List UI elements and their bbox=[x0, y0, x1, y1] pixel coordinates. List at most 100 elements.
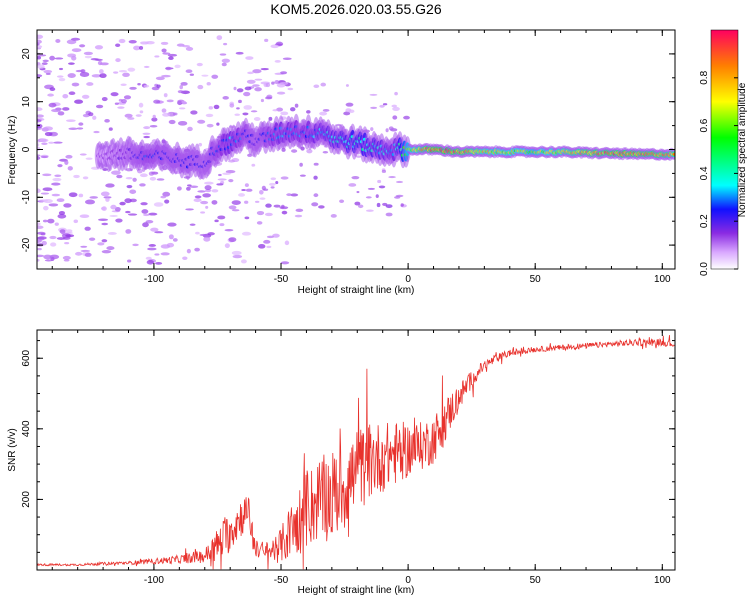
speckle bbox=[240, 259, 247, 264]
speckle bbox=[143, 65, 150, 68]
speckle bbox=[256, 210, 265, 216]
chart-title: KOM5.2026.020.03.55.G26 bbox=[270, 1, 441, 17]
speckle bbox=[269, 182, 276, 186]
speckle bbox=[197, 119, 206, 124]
speckle bbox=[149, 176, 157, 181]
colorbar-tick-label: 0.8 bbox=[699, 70, 710, 84]
speckle bbox=[241, 231, 252, 236]
speckle bbox=[113, 71, 119, 74]
speckle bbox=[141, 209, 149, 214]
speckle bbox=[200, 211, 206, 214]
speckle bbox=[294, 214, 303, 218]
speckle bbox=[51, 108, 61, 113]
speckle bbox=[84, 226, 91, 231]
colorbar-tick-label: 0.0 bbox=[699, 262, 710, 276]
speckle bbox=[244, 86, 252, 91]
speckle bbox=[253, 117, 261, 122]
speckle bbox=[57, 111, 65, 116]
speckle bbox=[182, 45, 191, 48]
speckle bbox=[67, 166, 73, 171]
speckle bbox=[281, 210, 288, 215]
x-tick-label: 50 bbox=[530, 575, 542, 586]
speckle bbox=[351, 176, 360, 180]
speckle bbox=[132, 243, 139, 247]
speckle bbox=[375, 194, 379, 198]
speckle bbox=[143, 213, 150, 217]
speckle bbox=[67, 73, 76, 78]
speckle bbox=[370, 127, 374, 132]
speckle bbox=[260, 98, 264, 103]
speckle bbox=[58, 67, 64, 71]
speckle bbox=[152, 114, 156, 119]
speckle bbox=[218, 173, 222, 177]
speckle bbox=[142, 222, 149, 228]
speckle bbox=[47, 218, 55, 224]
speckle bbox=[68, 62, 75, 65]
speckle bbox=[280, 111, 289, 116]
speckle bbox=[75, 69, 84, 73]
speckle bbox=[79, 153, 87, 156]
speckle bbox=[47, 93, 54, 97]
speckle bbox=[262, 188, 269, 191]
speckle bbox=[190, 110, 198, 115]
speckle bbox=[123, 95, 132, 100]
speckle bbox=[313, 162, 319, 166]
speckle bbox=[165, 66, 172, 71]
speckle bbox=[224, 243, 230, 249]
speckle bbox=[160, 41, 169, 45]
x-tick-label: -100 bbox=[144, 575, 164, 586]
speckle bbox=[101, 250, 112, 254]
speckle bbox=[187, 184, 192, 187]
colorbar-tick-label: 0.2 bbox=[699, 214, 710, 228]
speckle bbox=[121, 98, 127, 104]
x-tick-label: -50 bbox=[274, 575, 289, 586]
speckle bbox=[44, 131, 53, 137]
speckle bbox=[181, 100, 187, 104]
speckle bbox=[245, 56, 254, 60]
speckle bbox=[320, 82, 326, 87]
speckle bbox=[73, 174, 80, 179]
speckle bbox=[41, 240, 47, 246]
speckle bbox=[101, 239, 108, 243]
speckle bbox=[59, 229, 66, 234]
speckle bbox=[274, 79, 280, 85]
speckle bbox=[129, 189, 137, 194]
speckle bbox=[86, 82, 94, 86]
speckle bbox=[44, 259, 53, 262]
speckle bbox=[100, 191, 110, 197]
speckle bbox=[313, 175, 318, 180]
speckle bbox=[62, 94, 69, 99]
speckle bbox=[98, 218, 109, 222]
speckle bbox=[270, 186, 275, 189]
speckle bbox=[244, 183, 249, 188]
speckle bbox=[97, 242, 105, 246]
speckle bbox=[217, 178, 227, 181]
speckle bbox=[206, 123, 214, 128]
speckle bbox=[107, 232, 117, 235]
speckle bbox=[163, 93, 168, 98]
speckle bbox=[108, 127, 113, 131]
speckle bbox=[225, 169, 236, 174]
speckle bbox=[68, 192, 78, 198]
speckle bbox=[313, 193, 319, 198]
speckle bbox=[345, 102, 354, 107]
y-tick-label: 10 bbox=[21, 96, 32, 108]
speckle bbox=[84, 252, 92, 257]
speckle bbox=[37, 156, 41, 161]
speckle bbox=[37, 39, 42, 44]
speckle bbox=[118, 69, 128, 73]
speckle bbox=[395, 194, 404, 198]
speckle bbox=[242, 112, 249, 116]
speckle bbox=[178, 107, 186, 110]
speckle bbox=[58, 77, 66, 82]
speckle bbox=[37, 119, 42, 123]
speckle bbox=[49, 254, 60, 260]
speckle bbox=[259, 197, 266, 200]
speckle bbox=[37, 188, 41, 194]
colorbar: 0.0 0.2 0.4 0.6 0.8 Normalized spectral ampl… bbox=[699, 29, 748, 276]
speckle bbox=[101, 222, 109, 226]
speckle bbox=[250, 110, 258, 113]
speckle bbox=[348, 109, 355, 114]
speckle bbox=[381, 169, 387, 173]
speckle bbox=[233, 86, 237, 91]
